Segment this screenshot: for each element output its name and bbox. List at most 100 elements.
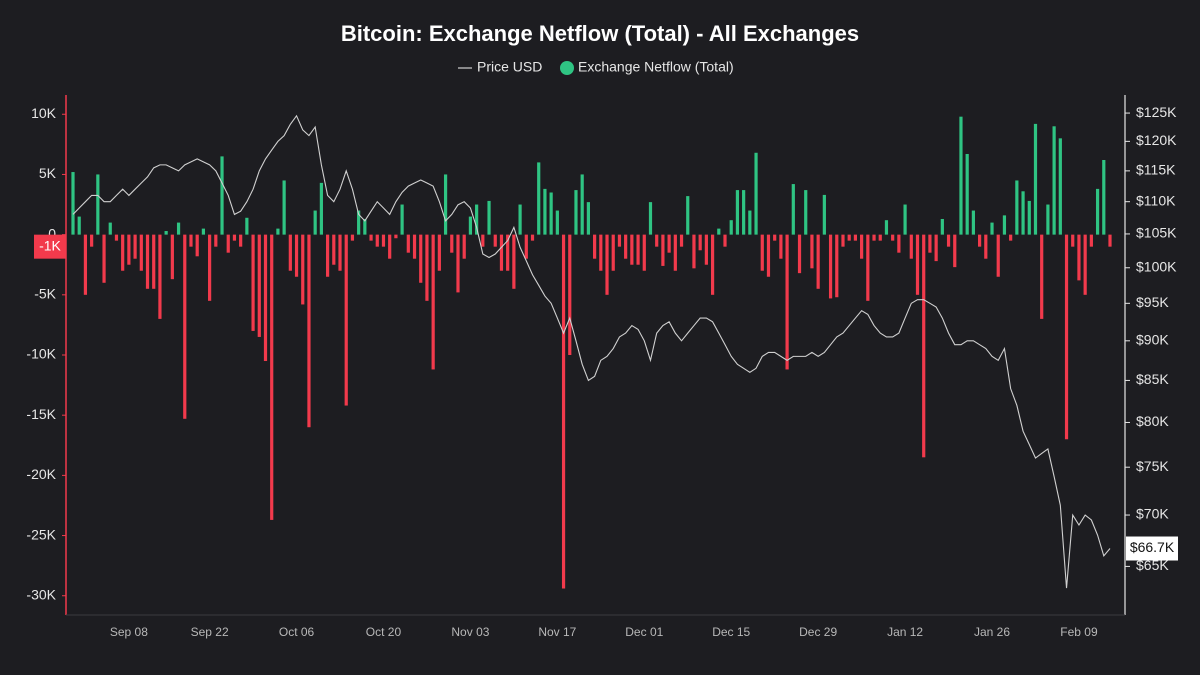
- netflow-bar: [965, 153, 969, 235]
- chart-title: Bitcoin: Exchange Netflow (Total) - All …: [341, 21, 859, 46]
- y-tick-label: -30K: [26, 586, 56, 602]
- x-tick-label: Oct 06: [279, 625, 315, 639]
- y2-tick-label: $125K: [1136, 104, 1177, 120]
- netflow-bar: [530, 234, 535, 241]
- netflow-bar: [121, 234, 125, 271]
- netflow-bar: [506, 234, 510, 271]
- netflow-bar: [257, 234, 261, 337]
- netflow-bar: [748, 210, 752, 235]
- netflow-bar: [928, 234, 932, 253]
- netflow-bar: [487, 200, 491, 235]
- netflow-bar: [1021, 191, 1025, 235]
- netflow-bar: [568, 234, 572, 355]
- netflow-bar: [1052, 126, 1056, 235]
- netflow-bar: [624, 234, 628, 259]
- netflow-bar: [133, 234, 137, 259]
- netflow-bar: [742, 190, 746, 235]
- legend-dot-swatch: [560, 61, 574, 75]
- y2-tick-label: $75K: [1136, 458, 1169, 474]
- netflow-bar: [735, 190, 740, 235]
- netflow-bar: [872, 234, 876, 241]
- netflow-bar: [1040, 234, 1044, 319]
- netflow-bar: [822, 194, 826, 235]
- cursor-tag-label: -1K: [39, 237, 61, 253]
- netflow-bar: [766, 234, 771, 277]
- y2-tick-label: $90K: [1136, 332, 1169, 348]
- netflow-bar: [282, 180, 286, 235]
- netflow-bar: [636, 234, 640, 265]
- netflow-bar: [891, 234, 895, 241]
- netflow-bar: [878, 234, 882, 241]
- netflow-bar: [996, 234, 1000, 277]
- netflow-bar: [934, 234, 938, 262]
- netflow-bar: [816, 234, 820, 289]
- x-tick-label: Jan 12: [887, 625, 923, 639]
- netflow-bar: [804, 190, 808, 235]
- netflow-bar: [437, 234, 441, 271]
- y-tick-label: 10K: [31, 105, 57, 121]
- netflow-bar: [102, 234, 106, 283]
- netflow-bar: [481, 234, 485, 247]
- netflow-bar: [717, 228, 721, 235]
- netflow-bar: [549, 192, 553, 235]
- netflow-bar: [599, 234, 603, 271]
- netflow-bar: [897, 234, 901, 253]
- netflow-bar: [593, 234, 597, 259]
- netflow-bar: [195, 234, 199, 257]
- netflow-bar: [922, 234, 926, 458]
- x-tick-label: Sep 22: [191, 625, 229, 639]
- netflow-bar: [412, 234, 417, 259]
- netflow-bar: [729, 220, 733, 235]
- y-tick-label: -10K: [26, 346, 56, 362]
- netflow-bar: [499, 234, 504, 271]
- y-tick-label: 0: [48, 225, 56, 241]
- netflow-bar: [152, 234, 156, 289]
- netflow-bar: [723, 234, 727, 247]
- netflow-bar: [946, 234, 951, 247]
- netflow-bar: [183, 234, 187, 419]
- netflow-bar: [443, 174, 448, 235]
- netflow-bar: [1071, 234, 1075, 247]
- netflow-bar: [630, 234, 634, 265]
- y2-tick-label: $95K: [1136, 294, 1169, 310]
- netflow-bar: [791, 184, 795, 235]
- netflow-bar: [301, 234, 305, 305]
- y2-tick-label: $65K: [1136, 557, 1169, 573]
- y-tick-label: -5K: [34, 286, 56, 302]
- netflow-bar: [1009, 234, 1013, 241]
- netflow-bar: [561, 234, 566, 589]
- netflow-bar: [1033, 123, 1038, 235]
- netflow-bar: [909, 234, 913, 259]
- x-tick-label: Dec 29: [799, 625, 837, 639]
- netflow-bar: [400, 204, 404, 235]
- netflow-bar: [170, 234, 174, 280]
- netflow-bar: [841, 234, 845, 247]
- netflow-bar: [381, 234, 386, 247]
- y2-tick-label: $115K: [1136, 162, 1176, 178]
- netflow-bar: [642, 234, 646, 271]
- netflow-bar: [1002, 215, 1007, 235]
- netflow-bar: [83, 234, 88, 295]
- netflow-bar: [232, 234, 237, 241]
- netflow-bar: [698, 234, 702, 251]
- netflow-bar: [518, 204, 522, 235]
- x-tick-label: Dec 15: [712, 625, 750, 639]
- netflow-bar: [288, 234, 292, 271]
- netflow-bar: [319, 182, 323, 235]
- netflow-bar: [667, 234, 671, 253]
- netflow-bar: [990, 222, 994, 235]
- netflow-bar: [493, 234, 497, 247]
- netflow-bar: [1046, 204, 1050, 235]
- netflow-bar: [108, 222, 112, 235]
- netflow-bar: [860, 234, 864, 259]
- netflow-bar: [357, 210, 361, 235]
- netflow-bar: [158, 234, 162, 319]
- netflow-bar: [90, 234, 94, 247]
- x-tick-label: Oct 20: [366, 625, 402, 639]
- y-tick-label: 5K: [39, 165, 57, 181]
- netflow-bar: [580, 174, 584, 235]
- netflow-bar: [648, 202, 653, 235]
- y2-tick-label: $100K: [1136, 258, 1177, 274]
